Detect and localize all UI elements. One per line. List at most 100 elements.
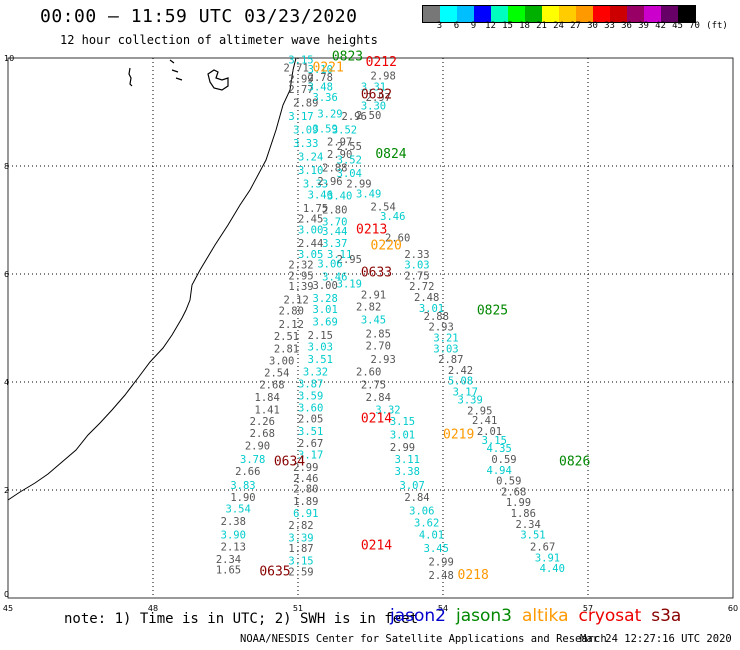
satellite-legend-item: altika: [522, 606, 569, 626]
satellite-legend: jason2 jason3 altika cryosat s3a: [390, 606, 691, 626]
wave-height-value: 3.69: [313, 316, 338, 328]
wave-height-value: 3.54: [226, 504, 251, 516]
x-tick-label: 51: [293, 604, 303, 613]
wave-height-value: 2.75: [361, 379, 386, 391]
wave-height-value: 3.31: [361, 81, 386, 93]
wave-height-value: 3.03: [308, 342, 333, 354]
wave-height-value: 2.54: [371, 201, 396, 213]
color-swatch: [542, 6, 559, 22]
wave-height-value: 3.33: [303, 179, 328, 191]
color-swatch: [491, 6, 508, 22]
wave-height-value: 2.32: [288, 260, 313, 272]
wave-height-value: 3.17: [298, 450, 323, 462]
wave-height-value: 3.06: [409, 505, 434, 517]
wave-height-value: 3.29: [317, 108, 342, 120]
wave-height-value: 3.01: [419, 303, 444, 315]
color-legend-label: 21: [536, 21, 547, 31]
wave-height-value: 3.44: [322, 226, 347, 238]
wave-height-value: 3.51: [298, 426, 323, 438]
island-1: [128, 67, 133, 87]
color-swatch: [644, 6, 661, 22]
wave-height-value: 2.99: [429, 557, 454, 569]
wave-height-value: 3.70: [322, 216, 347, 228]
color-swatch: [661, 6, 678, 22]
wave-height-value: 2.99: [390, 442, 415, 454]
color-legend-label: 24: [553, 21, 564, 31]
wave-height-value: 2.99: [346, 179, 371, 191]
wave-height-value: 3.00: [298, 225, 323, 237]
wave-height-value: 2.77: [288, 84, 313, 96]
color-legend-label: 3: [436, 21, 443, 31]
wave-height-value: 2.97: [366, 92, 391, 104]
wave-height-value: 2.80: [322, 205, 347, 217]
wave-height-values: 3.152.713.102.992.78 2.982.773.483.363.31…: [216, 54, 565, 582]
wave-height-value: 3.03: [404, 260, 429, 272]
color-swatch: [610, 6, 627, 22]
wave-height-value: 3.21: [433, 333, 458, 345]
wave-height-value: 1.99: [506, 497, 531, 509]
wave-height-value: 2.78: [308, 72, 333, 84]
wave-height-value: 2.70: [366, 341, 391, 353]
wave-height-value: 3.05: [298, 249, 323, 261]
color-swatch: [593, 6, 610, 22]
y-tick-label: 8: [4, 162, 9, 171]
axis-ticks: 45 48 51 54 57 60 0 2 4 6 8 10: [3, 54, 738, 613]
wave-height-value: 3.01: [390, 430, 415, 442]
note-text: note: 1) Time is in UTC; 2) SWH is in fe…: [64, 611, 419, 627]
wave-height-value: 2.38: [221, 516, 246, 528]
wave-height-value: 3.10: [308, 64, 333, 76]
plot-frame: [7, 57, 734, 599]
wave-height-value: 2.80: [279, 306, 304, 318]
wave-height-value: 2.34: [516, 519, 541, 531]
wave-height-value: 2.45: [298, 214, 323, 226]
wave-height-value: 1.75: [303, 203, 328, 215]
wave-height-value: 1.87: [288, 543, 313, 555]
wave-height-value: 3.59: [313, 124, 338, 136]
wave-height-value: 2.99: [293, 462, 318, 474]
wave-height-value: 3.07: [400, 480, 425, 492]
wave-height-value: 3.32: [303, 367, 328, 379]
pass-time-label: 0213: [356, 223, 387, 238]
wave-height-value: 2.01: [477, 426, 502, 438]
wave-height-value: 2.60: [356, 367, 381, 379]
wave-height-value: 2.82: [356, 302, 381, 314]
wave-height-value: 2.91: [361, 289, 386, 301]
wave-height-value: 2.71: [284, 63, 309, 75]
wave-height-value: 4.94: [487, 465, 512, 477]
wave-height-value: 3.60: [298, 403, 323, 415]
wave-height-value: 3.03: [433, 343, 458, 355]
wave-height-value: 2.48: [429, 570, 454, 582]
pass-time-label: 0220: [371, 239, 402, 254]
wave-height-value: 3.24: [298, 152, 323, 164]
x-tick-label: 57: [583, 604, 593, 613]
wave-height-value: 2.95: [337, 254, 362, 266]
wave-height-value: 2.33: [404, 249, 429, 261]
wave-height-value: 5.08: [448, 376, 473, 388]
pass-time-label: 0826: [559, 455, 590, 470]
wave-height-value: 3.49: [356, 188, 381, 200]
wave-height-value: 3.36: [313, 92, 338, 104]
wave-height-value: 0.59: [491, 454, 516, 466]
wave-height-value: 2.55: [337, 141, 362, 153]
wave-height-value: 6.91: [293, 508, 318, 520]
wave-height-value: 2.96: [317, 176, 342, 188]
wave-height-value: 3.59: [298, 390, 323, 402]
wave-height-value: 2.96: [342, 111, 367, 123]
y-tick-label: 4: [4, 378, 9, 387]
wave-height-value: 3.45: [361, 315, 386, 327]
wave-height-value: 3.09: [293, 125, 318, 137]
wave-height-value: 2.46: [293, 473, 318, 485]
pass-time-label: 0633: [361, 266, 392, 281]
color-legend-label: 15: [502, 21, 513, 31]
pass-time-label: 0218: [458, 568, 489, 583]
grid-lines: [8, 58, 733, 598]
footer-timestamp: Mar 24 12:27:16 UTC 2020: [580, 633, 732, 645]
wave-height-value: 2.93: [371, 354, 396, 366]
satellite-legend-item: jason3: [456, 606, 512, 626]
island-3: [207, 69, 229, 91]
wave-height-value: 2.34: [216, 554, 241, 566]
wave-height-value: 2.66: [235, 466, 260, 478]
wave-height-value: 3.39: [288, 532, 313, 544]
wave-height-value: 2.41: [472, 415, 497, 427]
